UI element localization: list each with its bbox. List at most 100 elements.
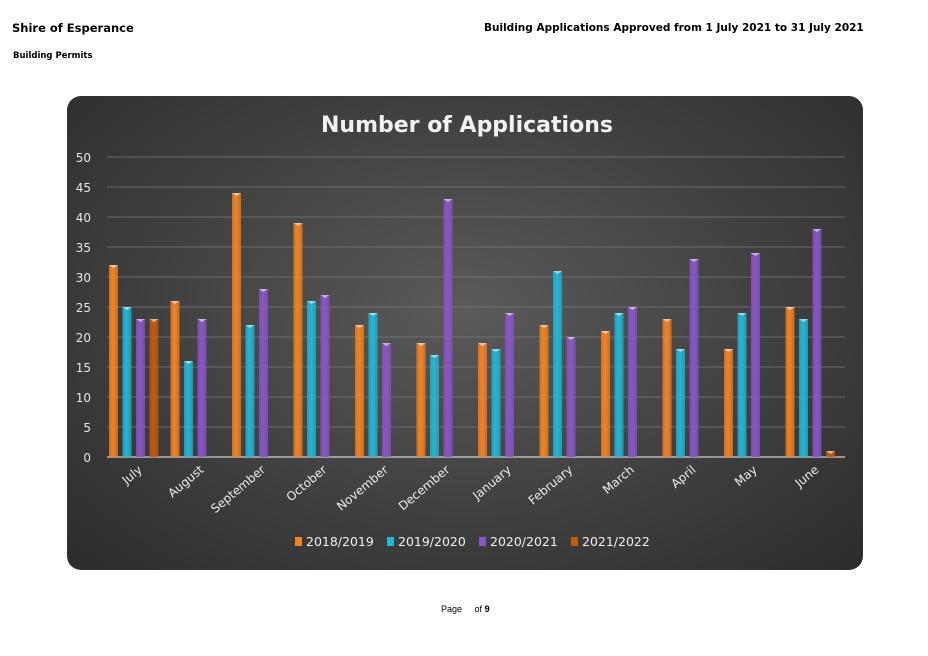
bar-top-highlight [307,301,316,304]
bar-top-highlight [689,259,699,262]
bar-top-highlight [566,337,576,340]
bar-top-highlight [628,307,637,310]
bar-top-highlight [170,301,180,304]
section-name: Building Permits [13,51,93,61]
y-tick-label: 5 [83,421,91,435]
bar-2018-2019-october [293,223,303,457]
bar-top-highlight [259,289,268,292]
bar-top-highlight [539,325,549,328]
bar-top-highlight [443,199,453,202]
bar-top-highlight [430,355,439,358]
bar-top-highlight [382,343,391,346]
x-tick-label: December [396,463,453,514]
bar-2020-2021-may [751,253,760,457]
bar-top-highlight [785,307,795,310]
bar-2018-2019-september [232,193,241,457]
bar-2020-2021-january [505,313,514,457]
bar-2018-2019-july [109,265,118,457]
bar-top-highlight [812,229,822,232]
y-axis-ticks: 0 5 10 15 20 25 30 35 40 45 50 [76,151,91,465]
bar-2018-2019-march [601,331,610,457]
bar-top-highlight [601,331,610,334]
legend: 2018/2019 2019/2020 2020/2021 2021/2022 [295,534,650,549]
bar-top-highlight [478,343,487,346]
chart-title: Number of Applications [321,113,613,138]
x-tick-label: June [792,463,822,491]
bar-2018-2019-june [785,307,795,457]
bar-top-highlight [109,265,118,268]
bar-2019-2020-september [245,325,255,457]
bar-top-highlight [149,319,159,322]
bar-top-highlight [416,343,426,346]
bar-top-highlight [826,451,835,454]
bar-2019-2020-august [184,361,193,457]
legend-swatch [387,537,394,546]
x-axis-ticks: July August September October November Decemb… [119,462,822,516]
y-tick-label: 15 [76,361,91,375]
page-footer: Page of 9 [441,604,490,614]
x-tick-label: February [526,463,576,508]
organisation-name: Shire of Esperance [12,21,134,35]
bar-top-highlight [491,349,501,352]
bar-2019-2020-february [553,271,562,457]
legend-label: 2019/2020 [398,534,466,549]
x-tick-label: July [119,463,145,488]
bar-2018-2019-april [662,319,672,457]
x-tick-label: March [600,463,637,497]
bars [109,193,835,457]
of-label: of [474,604,483,614]
bar-2020-2021-august [197,319,207,457]
gridlines [107,156,845,458]
bar-2018-2019-december [416,343,426,457]
x-tick-label: October [284,463,330,505]
y-tick-label: 10 [76,391,91,405]
bar-2019-2020-december [430,355,439,457]
y-tick-label: 20 [76,331,91,345]
bar-2020-2021-july [136,319,145,457]
y-tick-label: 0 [83,451,91,465]
bar-top-highlight [737,313,747,316]
bar-2020-2021-december [443,199,453,457]
legend-label: 2021/2022 [582,534,650,549]
bar-2020-2021-october [320,295,330,457]
bar-chart: 0 5 10 15 20 25 30 35 40 45 50 July August September… [76,113,845,549]
bar-top-highlight [676,349,685,352]
bar-2020-2021-april [689,259,699,457]
bar-top-highlight [505,313,514,316]
bar-top-highlight [355,325,364,328]
x-tick-label: April [668,463,698,491]
bar-2018-2019-february [539,325,549,457]
legend-swatch [571,537,578,546]
legend-swatch [295,537,302,546]
bar-2020-2021-february [566,337,576,457]
bar-top-highlight [232,193,241,196]
bar-top-highlight [662,319,672,322]
y-tick-label: 45 [76,181,91,195]
bar-2020-2021-september [259,289,268,457]
bar-2018-2019-january [478,343,487,457]
bar-top-highlight [614,313,624,316]
bar-2019-2020-april [676,349,685,457]
bar-top-highlight [724,349,733,352]
bar-2018-2019-may [724,349,733,457]
x-tick-label: September [208,463,268,516]
x-tick-label: May [732,463,760,490]
bar-2019-2020-may [737,313,747,457]
legend-label: 2020/2021 [490,534,558,549]
bar-top-highlight [136,319,145,322]
legend-label: 2018/2019 [306,534,374,549]
page-label: Page [441,604,463,614]
bar-top-highlight [293,223,303,226]
report-title: Building Applications Approved from 1 Ju… [484,22,864,34]
chart-area: 0 5 10 15 20 25 30 35 40 45 50 July August September… [67,96,863,570]
y-tick-label: 30 [76,271,91,285]
bar-2018-2019-august [170,301,180,457]
bar-top-highlight [122,307,132,310]
bar-2019-2020-march [614,313,624,457]
bar-2020-2021-november [382,343,391,457]
bar-2018-2019-november [355,325,364,457]
x-tick-label: November [334,463,391,514]
y-tick-label: 35 [76,241,91,255]
x-tick-label: January [469,463,514,504]
bar-2020-2021-june [812,229,822,457]
